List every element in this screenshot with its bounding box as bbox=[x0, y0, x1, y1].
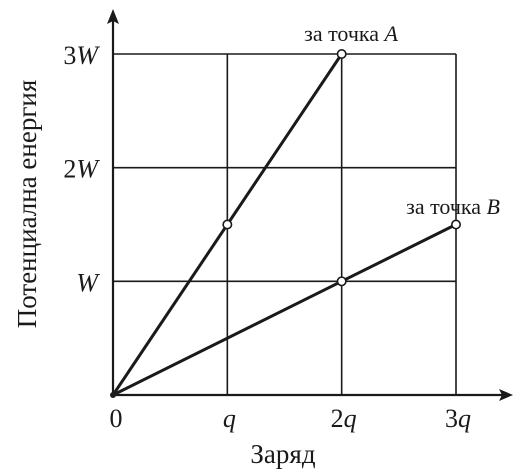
data-point bbox=[450, 219, 461, 230]
tick-labels: 0 q 2q 3q W 2W 3W bbox=[63, 41, 471, 433]
data-point bbox=[336, 276, 347, 287]
y-axis-arrow bbox=[107, 9, 119, 24]
y-axis-label: Потенциална енергия bbox=[12, 80, 42, 329]
x-tick-label: 3q bbox=[445, 404, 471, 433]
data-point bbox=[336, 48, 347, 59]
series-line-b bbox=[112, 223, 457, 397]
grid bbox=[113, 53, 457, 395]
x-tick-label: 0 bbox=[110, 404, 123, 433]
y-tick-label: W bbox=[76, 268, 100, 297]
series-layer: за точка A за точка B bbox=[110, 21, 500, 398]
origin-point bbox=[110, 392, 116, 398]
axes bbox=[107, 9, 513, 401]
series-label-a: за точка A bbox=[304, 21, 398, 46]
x-axis-arrow bbox=[499, 389, 513, 401]
y-tick-label: 2W bbox=[63, 155, 100, 184]
x-axis-label: Заряд bbox=[250, 439, 315, 469]
x-tick-label: 2q bbox=[331, 404, 357, 433]
series-label-b: за точка B bbox=[406, 194, 500, 219]
x-tick-label: q bbox=[223, 404, 236, 433]
data-point bbox=[222, 219, 233, 230]
y-tick-label: 3W bbox=[63, 41, 100, 70]
